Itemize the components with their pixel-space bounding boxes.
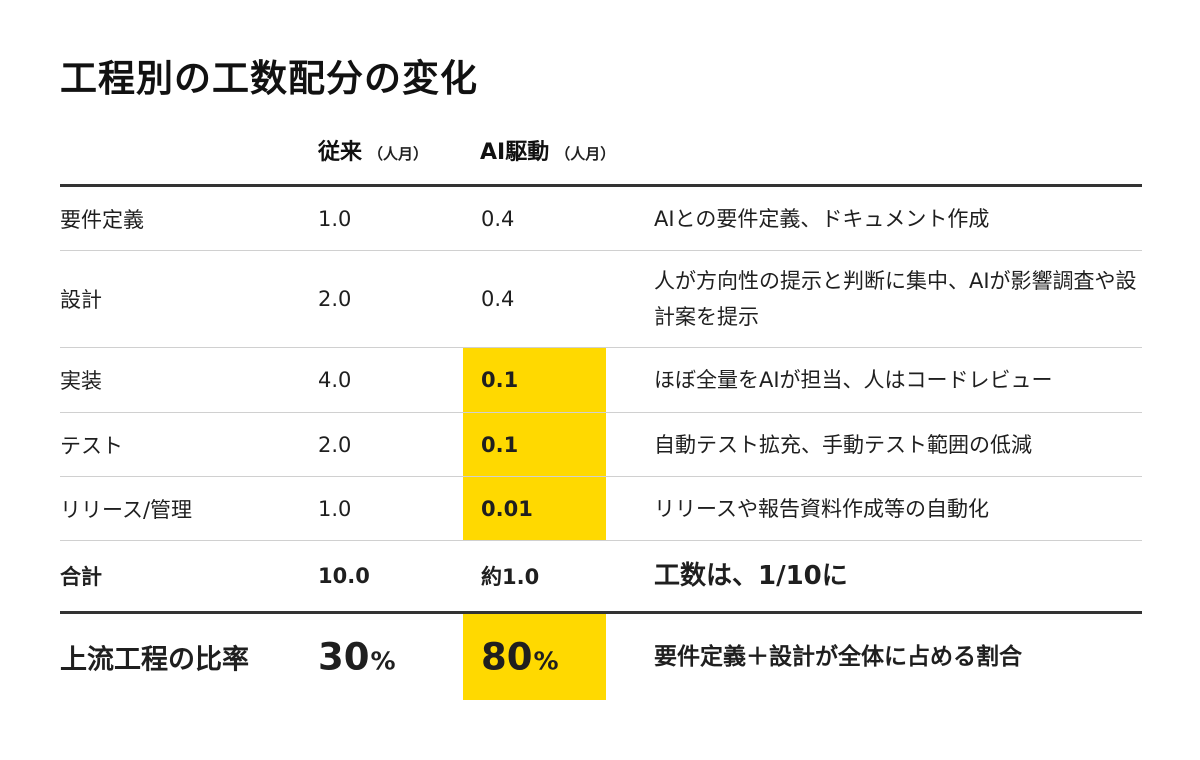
total-label: 合計: [60, 565, 102, 589]
row-divider: [60, 540, 1142, 541]
total-note: 工数は、1/10に: [654, 561, 848, 591]
highlight-ai-ratio: [463, 614, 606, 700]
ai-value: 0.01: [481, 496, 533, 521]
table-row: リリース/管理 1.0 0.01 リリースや報告資料作成等の自動化: [0, 477, 1200, 540]
traditional-value: 1.0: [318, 496, 352, 521]
ai-value: 0.4: [481, 287, 515, 311]
row-divider: [60, 250, 1142, 251]
note: リリースや報告資料作成等の自動化: [654, 496, 989, 521]
process-name: 要件定義: [60, 207, 144, 232]
ratio-traditional-value: 30: [318, 635, 370, 679]
row-divider: [60, 412, 1142, 413]
row-divider: [60, 476, 1142, 477]
traditional-value: 1.0: [318, 206, 352, 231]
note: AIとの要件定義、ドキュメント作成: [654, 206, 990, 231]
column-header-traditional: 従来 （人月）: [318, 134, 428, 166]
ratio-ai: 80%: [481, 636, 559, 679]
percent-sign: %: [533, 646, 559, 676]
row-divider: [60, 347, 1142, 348]
process-name: リリース/管理: [60, 497, 193, 522]
column-header-ai: AI駆動 （人月）: [480, 134, 615, 166]
total-ai: 約1.0: [481, 565, 540, 589]
page-title: 工程別の工数配分の変化: [60, 57, 478, 100]
traditional-value: 2.0: [318, 287, 352, 311]
note: ほぼ全量をAIが担当、人はコードレビュー: [654, 368, 1053, 392]
table-row: 設計 2.0 0.4 人が方向性の提示と判断に集中、AIが影響調査や設計案を提示: [0, 251, 1200, 347]
highlight-ai-rows: [463, 348, 606, 540]
total-traditional: 10.0: [318, 564, 370, 588]
note: 人が方向性の提示と判断に集中、AIが影響調査や設計案を提示: [654, 269, 1137, 329]
column-header-ai-label: AI駆動: [480, 140, 550, 165]
ratio-label: 上流工程の比率: [60, 644, 249, 676]
process-name: テスト: [60, 433, 123, 458]
note: 自動テスト拡充、手動テスト範囲の低減: [654, 432, 1032, 457]
ratio-note: 要件定義＋設計が全体に占める割合: [654, 644, 1022, 670]
ratio-ai-value: 80: [481, 635, 533, 679]
ratio-row: 上流工程の比率 30% 80% 要件定義＋設計が全体に占める割合: [0, 614, 1200, 700]
ratio-traditional: 30%: [318, 636, 396, 679]
table-row: 要件定義 1.0 0.4 AIとの要件定義、ドキュメント作成: [0, 187, 1200, 250]
column-header-traditional-label: 従来: [318, 140, 363, 165]
total-row: 合計 10.0 約1.0 工数は、1/10に: [0, 541, 1200, 611]
table-row: 実装 4.0 0.1 ほぼ全量をAIが担当、人はコードレビュー: [0, 348, 1200, 412]
column-header-traditional-unit: （人月）: [368, 145, 429, 163]
column-header-ai-unit: （人月）: [555, 145, 616, 163]
header-divider: [60, 184, 1142, 187]
total-divider: [60, 611, 1142, 614]
ai-value: 0.4: [481, 206, 515, 231]
process-name: 実装: [60, 369, 102, 393]
percent-sign: %: [370, 646, 396, 676]
ai-value: 0.1: [481, 432, 519, 457]
table-row: テスト 2.0 0.1 自動テスト拡充、手動テスト範囲の低減: [0, 413, 1200, 476]
ai-value: 0.1: [481, 368, 519, 392]
process-name: 設計: [60, 288, 102, 312]
traditional-value: 2.0: [318, 432, 352, 457]
traditional-value: 4.0: [318, 368, 352, 392]
